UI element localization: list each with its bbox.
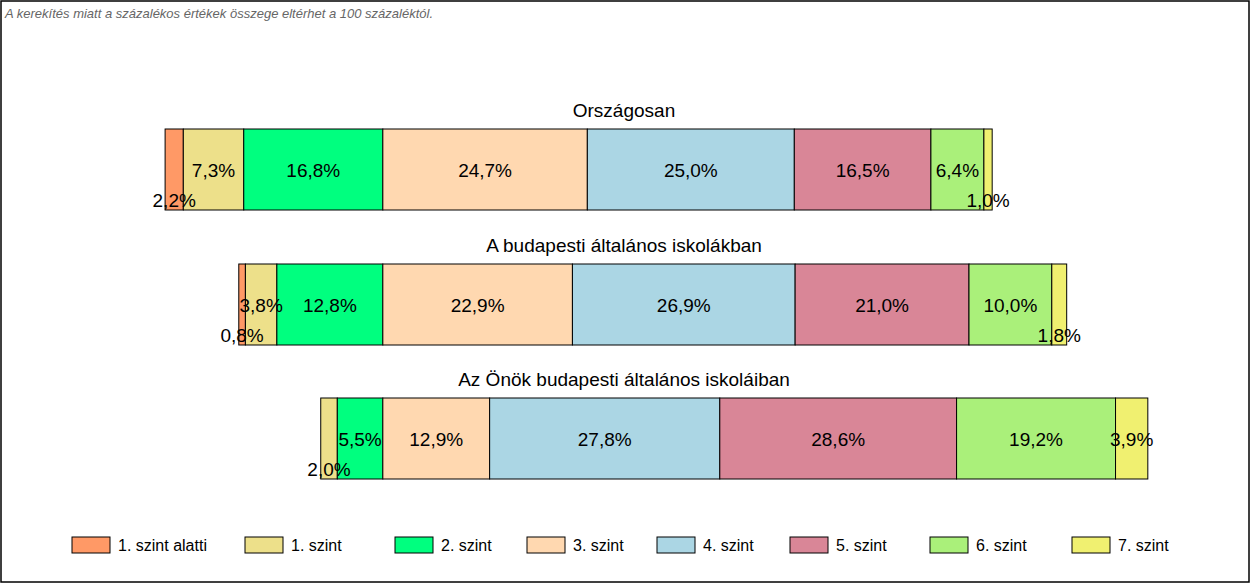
legend-label: 4. szint bbox=[703, 537, 754, 554]
bar-segment bbox=[383, 398, 490, 479]
bar-segment bbox=[383, 129, 587, 210]
bar-segment bbox=[794, 129, 931, 210]
data-label: 3,8% bbox=[239, 295, 282, 316]
legend-swatch bbox=[245, 537, 283, 553]
bar-segment bbox=[244, 129, 383, 210]
legend-swatch bbox=[1072, 537, 1110, 553]
data-label: 0,8% bbox=[220, 325, 263, 346]
legend-swatch bbox=[930, 537, 968, 553]
category-title: Az Önök budapesti általános iskoláiban bbox=[458, 369, 790, 390]
bar-segment bbox=[795, 264, 969, 345]
bar-segment bbox=[277, 264, 383, 345]
annotation: A kerekítés miatt a százalékos értékek ö… bbox=[4, 6, 433, 21]
chart: A kerekítés miatt a százalékos értékek ö… bbox=[0, 0, 1250, 583]
data-label: 2,2% bbox=[153, 190, 196, 211]
labels: Országosan 2,2% 7,3% 16,8% 24,7% 25,0% 16,5% 6,… bbox=[153, 100, 1154, 480]
bar-segment bbox=[587, 129, 794, 210]
data-label: 5,5% bbox=[338, 429, 381, 450]
data-label: 26,9% bbox=[657, 295, 711, 316]
legend-label: 2. szint bbox=[441, 537, 492, 554]
data-label: 16,5% bbox=[836, 160, 890, 181]
legend-label: 7. szint bbox=[1118, 537, 1169, 554]
bar-segment bbox=[490, 398, 720, 479]
data-label: 12,8% bbox=[303, 295, 357, 316]
data-label: 21,0% bbox=[855, 295, 909, 316]
data-label: 1,8% bbox=[1038, 325, 1081, 346]
legend: 1. szint alatti 1. szint 2. szint 3. szint 4… bbox=[72, 537, 1169, 554]
legend-label: 1. szint alatti bbox=[118, 537, 207, 554]
data-label: 10,0% bbox=[983, 295, 1037, 316]
data-label: 12,9% bbox=[409, 429, 463, 450]
category-title: A budapesti általános iskolákban bbox=[486, 235, 762, 256]
legend-swatch bbox=[72, 537, 110, 553]
data-label: 25,0% bbox=[664, 160, 718, 181]
legend-label: 6. szint bbox=[976, 537, 1027, 554]
data-label: 7,3% bbox=[192, 160, 235, 181]
data-label: 22,9% bbox=[451, 295, 505, 316]
legend-label: 3. szint bbox=[573, 537, 624, 554]
bars bbox=[165, 129, 1148, 479]
data-label: 27,8% bbox=[578, 429, 632, 450]
bar-segment bbox=[383, 264, 573, 345]
bar-segment bbox=[572, 264, 795, 345]
bar-segment bbox=[957, 398, 1116, 479]
legend-swatch bbox=[395, 537, 433, 553]
legend-swatch bbox=[790, 537, 828, 553]
data-label: 2,0% bbox=[307, 459, 350, 480]
category-title: Országosan bbox=[573, 100, 675, 121]
legend-swatch bbox=[527, 537, 565, 553]
data-label: 28,6% bbox=[811, 429, 865, 450]
data-label: 1,0% bbox=[966, 190, 1009, 211]
legend-label: 1. szint bbox=[291, 537, 342, 554]
data-label: 24,7% bbox=[458, 160, 512, 181]
plot-frame bbox=[1, 1, 1249, 582]
data-label: 6,4% bbox=[936, 160, 979, 181]
bar-segment bbox=[720, 398, 957, 479]
data-label: 3,9% bbox=[1110, 429, 1153, 450]
data-label: 19,2% bbox=[1009, 429, 1063, 450]
data-label: 16,8% bbox=[286, 160, 340, 181]
legend-label: 5. szint bbox=[836, 537, 887, 554]
legend-swatch bbox=[657, 537, 695, 553]
